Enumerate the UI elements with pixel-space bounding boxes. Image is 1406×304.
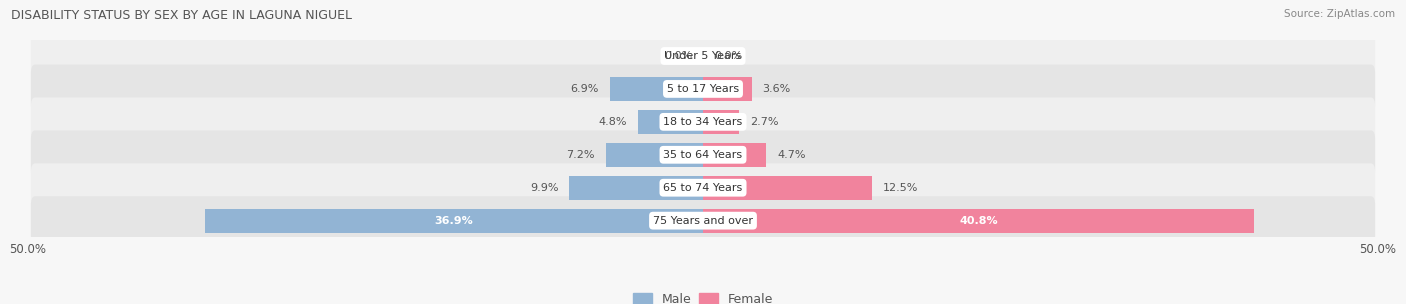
Bar <box>610 77 703 101</box>
Text: 35 to 64 Years: 35 to 64 Years <box>664 150 742 160</box>
Bar <box>606 143 703 167</box>
Text: 5 to 17 Years: 5 to 17 Years <box>666 84 740 94</box>
Bar <box>703 110 740 134</box>
Bar <box>205 209 703 233</box>
Text: 4.7%: 4.7% <box>778 150 806 160</box>
Bar <box>703 77 752 101</box>
Text: DISABILITY STATUS BY SEX BY AGE IN LAGUNA NIGUEL: DISABILITY STATUS BY SEX BY AGE IN LAGUN… <box>11 9 353 22</box>
FancyBboxPatch shape <box>31 163 1375 212</box>
Text: 18 to 34 Years: 18 to 34 Years <box>664 117 742 127</box>
Text: 2.7%: 2.7% <box>751 117 779 127</box>
FancyBboxPatch shape <box>31 98 1375 146</box>
Text: 0.0%: 0.0% <box>714 51 742 61</box>
FancyBboxPatch shape <box>31 32 1375 80</box>
Bar <box>703 209 1254 233</box>
Text: 4.8%: 4.8% <box>599 117 627 127</box>
Text: 65 to 74 Years: 65 to 74 Years <box>664 183 742 193</box>
FancyBboxPatch shape <box>31 196 1375 245</box>
Bar <box>703 143 766 167</box>
Bar <box>703 176 872 199</box>
Text: 3.6%: 3.6% <box>762 84 790 94</box>
Text: 9.9%: 9.9% <box>530 183 558 193</box>
Text: Under 5 Years: Under 5 Years <box>665 51 741 61</box>
Text: 40.8%: 40.8% <box>959 216 998 226</box>
Text: 36.9%: 36.9% <box>434 216 474 226</box>
Text: 0.0%: 0.0% <box>664 51 692 61</box>
Bar <box>569 176 703 199</box>
FancyBboxPatch shape <box>31 130 1375 179</box>
Text: Source: ZipAtlas.com: Source: ZipAtlas.com <box>1284 9 1395 19</box>
Text: 7.2%: 7.2% <box>567 150 595 160</box>
Text: 12.5%: 12.5% <box>883 183 918 193</box>
Bar <box>638 110 703 134</box>
FancyBboxPatch shape <box>31 64 1375 113</box>
Text: 6.9%: 6.9% <box>571 84 599 94</box>
Legend: Male, Female: Male, Female <box>633 293 773 304</box>
Text: 75 Years and over: 75 Years and over <box>652 216 754 226</box>
